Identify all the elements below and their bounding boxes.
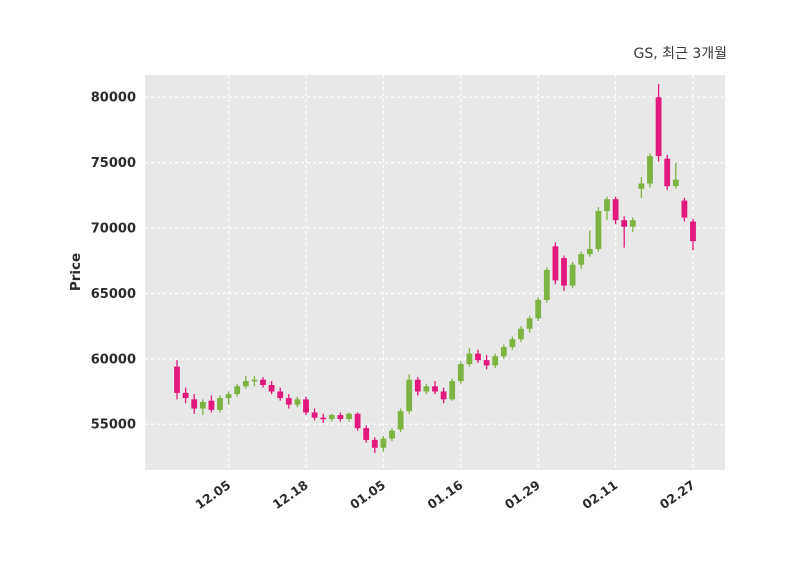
candle-body <box>440 391 447 400</box>
candle-body <box>380 438 387 448</box>
y-tick-label: 75000 <box>91 156 136 171</box>
candle-body <box>681 200 688 218</box>
candle-body <box>174 366 180 393</box>
candle-body <box>690 221 696 242</box>
candle-body <box>285 398 292 405</box>
candle-body <box>303 399 309 413</box>
candle-body <box>208 400 215 410</box>
candle-body <box>629 220 636 227</box>
x-tick-label: 02.27 <box>657 477 698 512</box>
candle-body <box>595 211 602 249</box>
y-tick-label: 55000 <box>91 418 136 433</box>
candle-body <box>423 386 430 392</box>
candle-body <box>354 413 361 429</box>
candle-body <box>328 415 335 419</box>
candle-body <box>543 269 550 300</box>
candle-body <box>346 413 352 419</box>
candle-body <box>457 364 464 382</box>
candle-body <box>251 379 258 382</box>
candle-body <box>268 384 275 392</box>
candle-body <box>363 428 370 440</box>
x-tick-label: 12.05 <box>192 477 233 512</box>
candle-body <box>432 386 438 392</box>
x-tick-label: 12.18 <box>270 477 311 512</box>
candle-body <box>475 353 481 361</box>
candle-body <box>199 401 206 409</box>
candle-body <box>500 347 507 357</box>
candle-body <box>311 412 318 418</box>
candle-body <box>337 415 344 419</box>
candle-body <box>191 399 198 409</box>
y-tick-label: 65000 <box>91 287 136 302</box>
candle-body <box>552 246 559 281</box>
candle-body <box>638 183 645 189</box>
candle-body <box>647 156 653 184</box>
candle-body <box>664 158 671 187</box>
candle-body <box>526 318 533 329</box>
candle-body <box>612 199 619 221</box>
candle-body <box>604 199 610 212</box>
candle-body <box>294 399 301 405</box>
candle-body <box>320 417 327 420</box>
plot-area <box>145 75 725 470</box>
candle-body <box>449 381 456 400</box>
x-tick-label: 01.29 <box>502 477 543 512</box>
candle-body <box>277 391 284 399</box>
candle-body <box>242 381 249 387</box>
candle-body <box>672 179 679 187</box>
candle-body <box>182 392 189 399</box>
candle-body <box>586 248 593 255</box>
candle-body <box>483 360 490 366</box>
candle-body <box>561 258 567 286</box>
candle-body <box>234 386 241 395</box>
candle-body <box>509 339 516 348</box>
candle-body <box>578 254 585 265</box>
candle-body <box>389 430 395 439</box>
x-tick-label: 01.16 <box>425 477 466 512</box>
y-axis-label: Price <box>68 253 84 291</box>
candle-body <box>655 97 662 157</box>
candle-body <box>406 379 413 412</box>
candle-body <box>260 379 266 385</box>
y-tick-label: 80000 <box>91 91 136 106</box>
candle-body <box>225 394 232 399</box>
candle-body <box>492 356 499 366</box>
candle-body <box>518 328 524 340</box>
y-tick-label: 60000 <box>91 352 136 367</box>
candle-body <box>397 411 404 430</box>
x-tick-label: 02.11 <box>579 477 620 512</box>
candle-body <box>371 439 378 448</box>
candle-body <box>569 264 576 286</box>
chart-title: GS, 최근 3개월 <box>633 46 727 62</box>
candle-body <box>414 379 421 392</box>
x-tick-label: 01.05 <box>347 477 388 512</box>
y-tick-label: 70000 <box>91 222 136 237</box>
candle-body <box>217 398 223 410</box>
candle-body <box>466 353 473 365</box>
candle-body <box>535 299 542 319</box>
candle-body <box>621 220 628 227</box>
